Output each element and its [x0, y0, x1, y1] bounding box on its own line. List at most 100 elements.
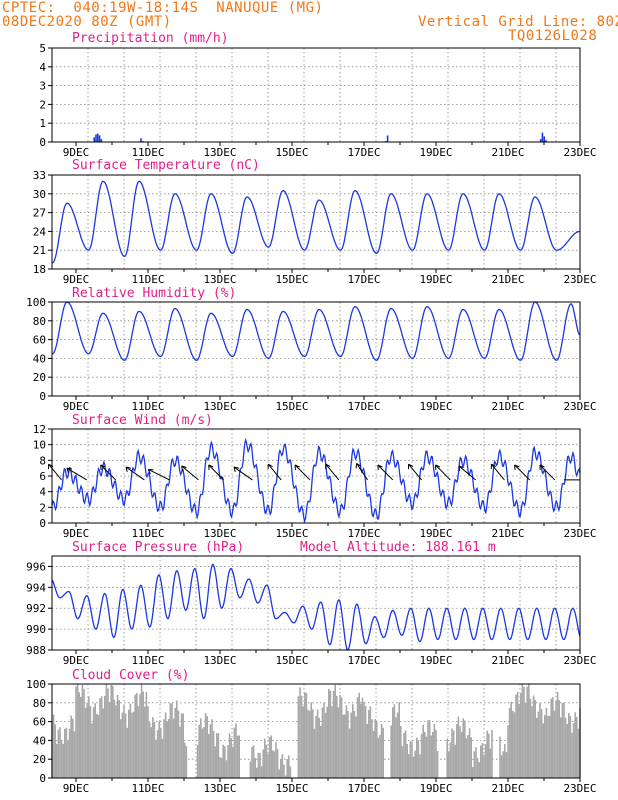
cloud-bar	[60, 739, 63, 778]
cloud-bar	[252, 745, 255, 778]
cloud-bar	[395, 717, 397, 778]
wind-title: Surface Wind (m/s)	[72, 413, 213, 428]
cloud-bar	[196, 744, 199, 778]
wind-vector	[539, 464, 556, 481]
x-tick-label: 19DEC	[419, 146, 452, 159]
cloud-bar	[126, 727, 128, 778]
cloud-bar	[96, 713, 98, 778]
y-tick-label: 27	[33, 207, 46, 220]
cloud-bar	[163, 719, 165, 778]
cloud-bar	[547, 715, 549, 778]
y-tick-label: 100	[26, 678, 46, 691]
cloud-bar	[347, 710, 349, 778]
cloud-bar	[100, 696, 103, 778]
wind-vector-head	[267, 463, 273, 470]
cloud-bar	[523, 686, 525, 778]
wind-vector	[125, 466, 145, 481]
x-tick-label: 13DEC	[203, 146, 236, 159]
cloud-bar	[307, 709, 309, 778]
cloud-bar	[156, 730, 159, 778]
wind-vector-head	[325, 463, 331, 470]
cloud-bar	[424, 731, 426, 778]
cloud-bar	[366, 724, 368, 778]
cloud-bar	[524, 702, 527, 778]
cloud-bar	[89, 706, 92, 778]
cloud-bar	[505, 752, 508, 778]
cloud-bar	[230, 738, 232, 778]
wind-vector-head	[181, 465, 187, 471]
cloud-bar	[78, 692, 80, 778]
cloud-bar	[556, 691, 559, 778]
y-tick-label: 40	[33, 734, 46, 747]
cloud-bar	[139, 694, 141, 778]
x-tick-label: 23DEC	[563, 146, 596, 159]
cloud-bar	[99, 698, 101, 778]
y-tick-label: 4	[39, 486, 46, 499]
wind-vector-head	[458, 465, 464, 471]
cloud-bar	[148, 721, 151, 778]
wind-vector-head	[233, 466, 239, 473]
wind-vector	[514, 464, 530, 481]
cloud-bar	[456, 724, 458, 778]
cloud-bar	[132, 711, 135, 778]
x-tick-label: 11DEC	[131, 654, 164, 667]
cloud-bar	[131, 712, 133, 778]
cloud-bar	[536, 717, 538, 778]
y-tick-label: 6	[39, 470, 46, 483]
cloud-bar	[342, 714, 344, 778]
y-tick-label: 0	[39, 517, 46, 530]
cloud-bar	[540, 709, 543, 778]
cloud-bar	[180, 713, 183, 778]
cloud-bar	[491, 729, 493, 778]
wind-panel	[48, 428, 581, 527]
cloud-bar	[486, 730, 488, 778]
cloud-bar	[483, 754, 485, 778]
cloud-bar	[372, 730, 375, 778]
cloud-bar	[102, 708, 104, 778]
cloud-bar	[500, 755, 503, 778]
y-tick-label: 100	[26, 296, 46, 309]
cloud-bar	[72, 718, 74, 778]
cloud-bar	[475, 747, 477, 778]
y-tick-label: 0	[39, 390, 46, 403]
cloud-bar	[124, 713, 127, 778]
cloud-bar	[185, 746, 188, 778]
y-tick-label: 80	[33, 697, 46, 710]
cloud-bar	[419, 754, 421, 778]
wind-vector	[233, 466, 253, 481]
cloud-bar	[166, 721, 168, 778]
cloud-bar	[310, 702, 312, 778]
cloud-bar	[164, 712, 167, 778]
cloud-bar	[67, 740, 69, 778]
cloud-bar	[214, 746, 216, 778]
cloud-bar	[80, 696, 82, 778]
cloud-bar	[315, 715, 317, 778]
cloud-bar	[140, 684, 143, 778]
cloud-bar	[545, 707, 548, 778]
cloud-bar	[465, 738, 468, 778]
y-tick-label: 994	[26, 581, 46, 594]
cloud-bar	[176, 700, 178, 778]
cloud-bar	[297, 696, 300, 778]
pres-panel	[48, 555, 581, 654]
cloud-bar	[569, 716, 572, 778]
cloud-bar	[499, 736, 501, 778]
precip-bar	[140, 138, 142, 142]
cloud-bar	[204, 713, 207, 778]
cloud-bar	[425, 736, 428, 778]
temp-frame	[51, 174, 581, 270]
pres-frame	[51, 555, 581, 651]
cloud-bar	[488, 733, 490, 778]
precip-panel	[48, 47, 581, 146]
cloud-bar	[331, 706, 333, 778]
cloud-bar	[84, 707, 87, 778]
cloud-bar	[108, 702, 111, 778]
cloud-bar	[54, 724, 56, 778]
cloud-bar	[152, 717, 154, 778]
cloud-bar	[484, 744, 487, 778]
wind-vector-head	[125, 466, 131, 473]
temp-title: Surface Temperature (nC)	[72, 158, 260, 173]
wind-vector-head	[377, 464, 383, 471]
y-tick-label: 10	[33, 439, 46, 452]
cloud-bar	[62, 743, 64, 778]
